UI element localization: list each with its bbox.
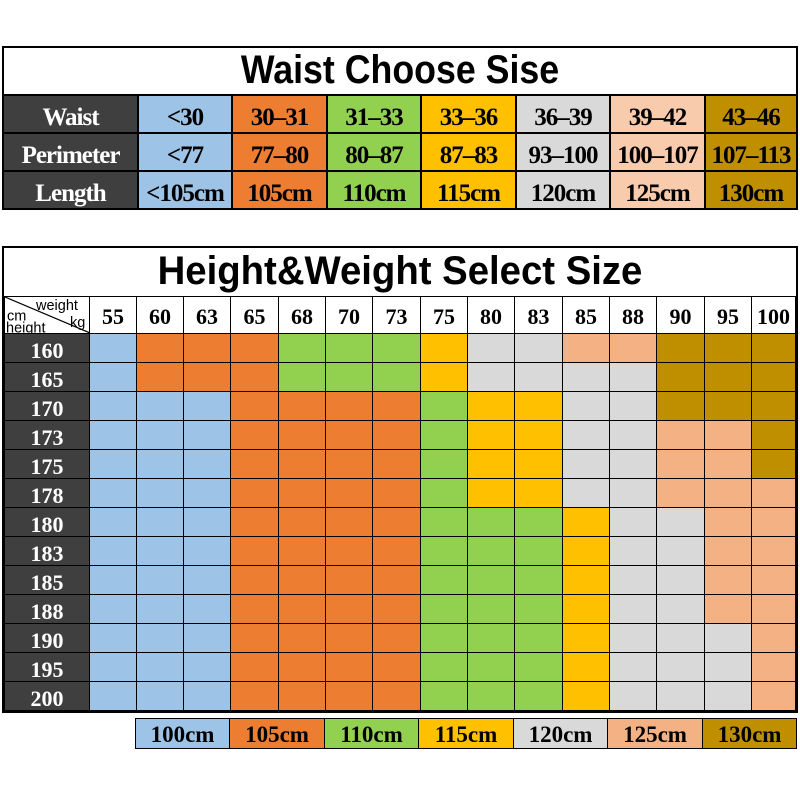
svg-text:weight: weight	[35, 298, 78, 314]
svg-text:cm: cm	[7, 309, 26, 325]
svg-text:height: height	[6, 321, 46, 334]
svg-text:kg: kg	[70, 315, 85, 331]
